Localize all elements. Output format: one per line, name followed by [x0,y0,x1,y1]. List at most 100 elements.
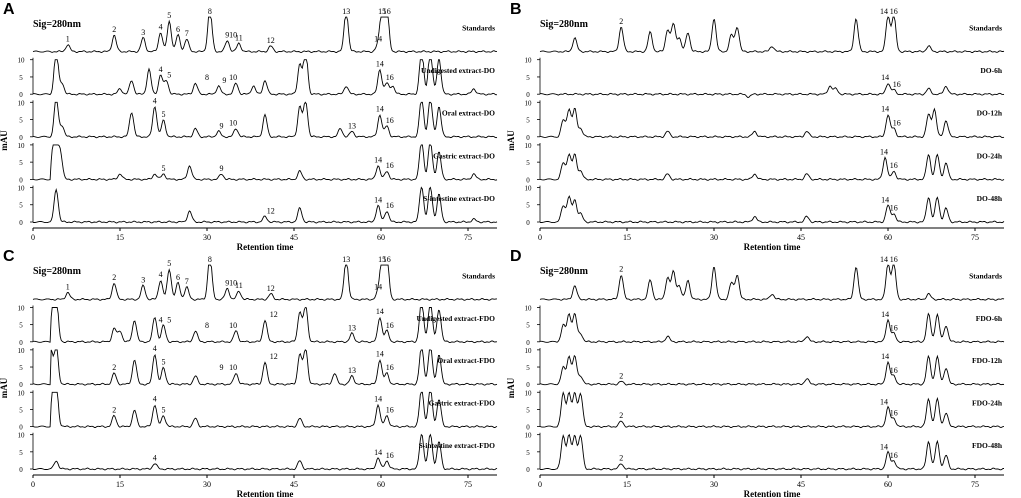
y-tick-label: 5 [526,202,530,210]
x-tick-label: 60 [884,233,892,242]
peak-label: 7 [185,29,189,38]
peak-label: 15 [378,7,386,16]
chromatogram-trace [539,83,1005,98]
peak-label: 16 [386,161,394,170]
peak-label: 16 [890,451,898,460]
peak-label: 5 [162,164,166,173]
peak-label: 14 [374,195,382,204]
peak-label: 16 [893,119,901,128]
panel-label-a: A [3,1,15,18]
x-tick-label: 15 [623,480,631,489]
y-axis-title: mAU [0,130,9,151]
y-tick-label: 0 [526,134,530,142]
y-tick-label: 10 [525,99,533,107]
peak-label: 16 [386,321,394,330]
peak-label: 16 [890,7,898,16]
peak-label: 13 [342,255,350,264]
x-tick-label: 75 [464,233,472,242]
y-tick-label: 5 [526,74,530,82]
peak-label: 4 [153,454,157,463]
peak-label: 4 [159,315,163,324]
y-tick-label: 0 [526,91,530,99]
y-tick-label: 0 [19,381,23,389]
y-tick-label: 0 [19,424,23,432]
y-tick-label: 10 [18,432,26,440]
series-label: Standards [462,271,495,280]
y-tick-label: 0 [19,339,23,347]
x-axis-title: Retention time [237,489,294,498]
peak-label: 14 [880,255,888,264]
series-label: Standards [969,24,1002,33]
x-tick-label: 30 [203,480,211,489]
peak-label: 13 [348,324,356,333]
peak-label: 10 [229,73,237,82]
peak-label: 14 [374,283,382,292]
peak-label: 13 [342,7,350,16]
peak-label: 2 [619,17,623,26]
x-tick-label: 0 [31,233,35,242]
chromatogram-trace [32,349,498,386]
peak-label: 5 [167,70,171,79]
chromatogram-trace [539,433,1004,471]
x-tick-label: 0 [538,480,542,489]
x-axis-title: Retention time [744,242,801,252]
series-label: FDO-6h [976,314,1003,323]
peak-label: 9 [220,164,224,173]
peak-label: 14 [376,349,384,358]
series-label: S-intestine extract-DO [423,194,495,203]
peak-label: 10 [229,321,237,330]
chromatogram-trace [539,107,1005,139]
peak-label: 1 [66,35,70,44]
x-tick-label: 30 [710,480,718,489]
peak-label: 7 [185,277,189,286]
peak-label: 5 [167,11,171,20]
peak-label: 10 [229,119,237,128]
series-label: Standards [462,24,495,33]
y-tick-label: 0 [526,176,530,184]
series-label: Undigested extract-FDO [416,314,495,323]
peak-label: 14 [880,7,888,16]
peak-label: 1 [66,283,70,292]
y-tick-label: 5 [19,202,23,210]
peak-label: 14 [880,397,888,406]
y-tick-label: 10 [18,389,26,397]
y-tick-label: 10 [18,347,26,355]
peak-label: 3 [141,276,145,285]
y-tick-label: 10 [525,347,533,355]
peak-label: 5 [162,406,166,415]
peak-label: 14 [374,448,382,457]
y-tick-label: 10 [525,389,533,397]
x-tick-label: 60 [377,233,385,242]
peak-label: 14 [374,156,382,165]
y-tick-label: 10 [525,142,533,150]
series-label: DO-48h [977,194,1003,203]
peak-label: 16 [890,366,898,375]
y-tick-label: 5 [526,364,530,372]
peak-label: 14 [376,307,384,316]
y-tick-label: 10 [525,57,533,65]
x-tick-label: 30 [203,233,211,242]
peak-label: 8 [205,321,209,330]
peak-label: 9 [222,76,226,85]
series-label: DO-24h [977,151,1003,160]
peak-label: 16 [890,204,898,213]
peak-label: 14 [376,105,384,114]
chromatogram-trace [539,391,1004,429]
peak-label: 9 [225,278,229,287]
chromatogram-trace [539,16,1005,54]
x-tick-label: 60 [377,480,385,489]
peak-label: 8 [208,7,212,16]
x-tick-label: 45 [290,233,298,242]
y-tick-label: 5 [526,322,530,330]
x-tick-label: 30 [710,233,718,242]
y-tick-label: 0 [19,176,23,184]
y-tick-label: 10 [525,184,533,192]
chromatogram-trace [32,264,497,301]
peak-label: 9 [220,363,224,372]
peak-label: 14 [374,35,382,44]
peak-label: 8 [205,73,209,82]
y-tick-label: 0 [19,91,23,99]
peak-label: 14 [376,59,384,68]
peak-label: 6 [176,25,180,34]
series-label: DO-6h [980,66,1002,75]
